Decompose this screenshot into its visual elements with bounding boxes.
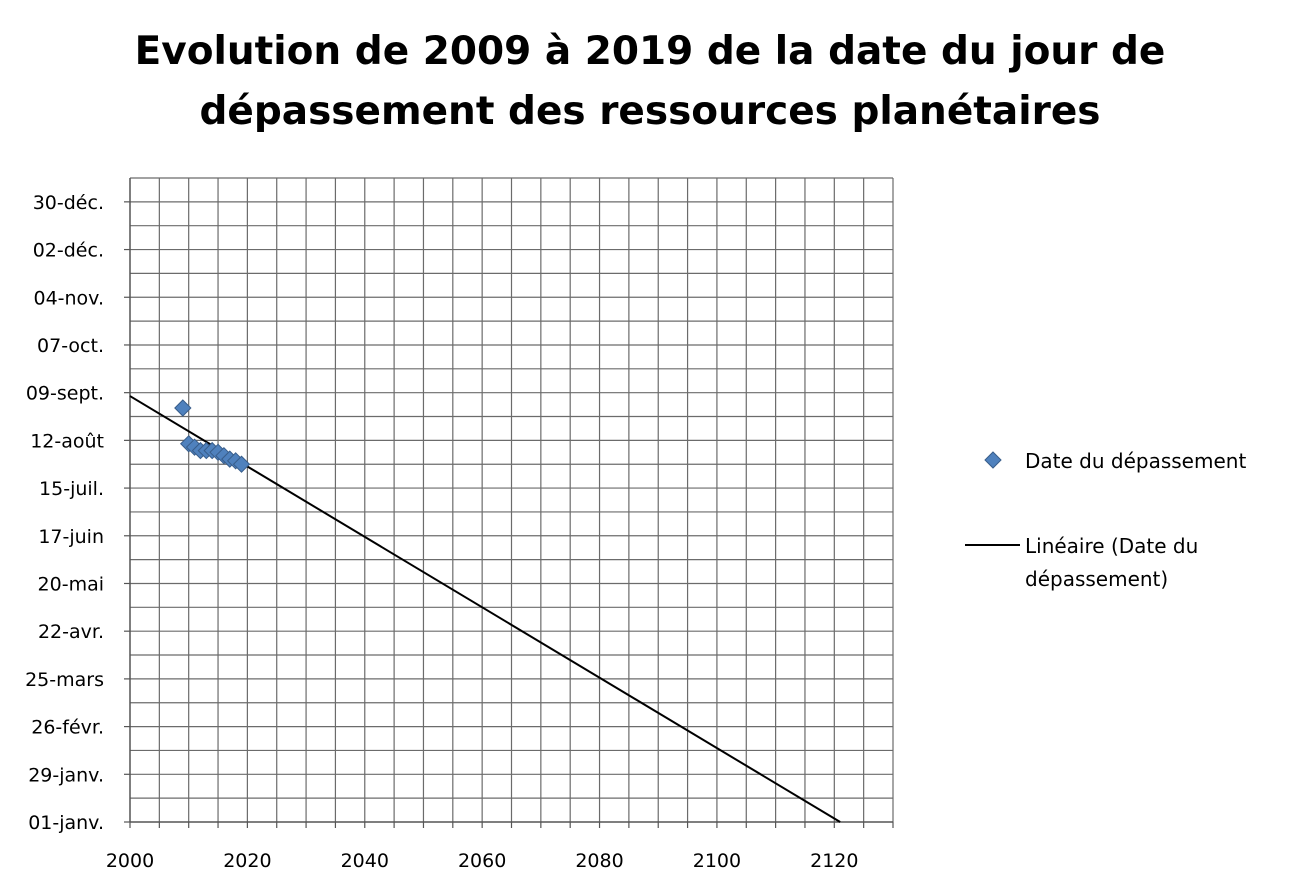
legend: Date du dépassement Linéaire (Date du dé…	[965, 449, 1246, 591]
y-tick-label: 26-févr.	[31, 717, 104, 739]
data-point-diamond	[232, 455, 251, 473]
y-tick-label: 01-janv.	[28, 812, 104, 834]
y-tick-label: 07-oct.	[37, 335, 104, 357]
trendline	[129, 395, 841, 823]
y-tick-label: 20-mai	[38, 573, 104, 595]
y-tick-label: 15-juil.	[39, 478, 104, 500]
grid	[130, 177, 894, 822]
x-tick-label: 2020	[223, 850, 271, 872]
y-tick-label: 22-avr.	[38, 621, 104, 643]
axes	[124, 178, 894, 828]
legend-label-trendline-line-1: Linéaire (Date du	[1025, 534, 1198, 558]
legend-marker-diamond-icon	[984, 451, 1002, 469]
x-tick-label: 2000	[106, 850, 154, 872]
data-point-diamond	[174, 399, 192, 417]
legend-label-series: Date du dépassement	[1025, 449, 1246, 473]
y-tick-label: 17-juin	[38, 526, 104, 548]
data-points	[174, 399, 251, 473]
y-tick-label: 12-août	[30, 430, 104, 452]
y-tick-label: 04-nov.	[33, 287, 104, 309]
chart-title: Evolution de 2009 à 2019 de la date du j…	[0, 22, 1300, 142]
y-tick-label: 29-janv.	[28, 764, 104, 786]
x-tick-label: 2040	[341, 850, 389, 872]
x-tick-label: 2080	[575, 850, 623, 872]
y-axis-tick-labels: 01-janv. 29-janv. 26-févr. 25-mars 22-avr. 20…	[25, 192, 104, 834]
legend-label-trendline-line-2: dépassement)	[1025, 567, 1168, 591]
x-tick-label: 2060	[458, 850, 506, 872]
x-axis-tick-labels: 2000 2020 2040 2060 2080 2100 2120	[106, 850, 859, 872]
x-tick-label: 2120	[810, 850, 858, 872]
trendline-layer	[129, 395, 841, 823]
y-tick-label: 09-sept.	[26, 383, 104, 405]
y-tick-label: 30-déc.	[33, 192, 104, 214]
chart-title-line-1: Evolution de 2009 à 2019 de la date du j…	[134, 29, 1166, 74]
chart-title-line-2: dépassement des ressources planétaires	[199, 89, 1101, 134]
y-tick-label: 25-mars	[25, 669, 104, 691]
x-tick-label: 2100	[693, 850, 741, 872]
y-tick-label: 02-déc.	[33, 240, 104, 262]
